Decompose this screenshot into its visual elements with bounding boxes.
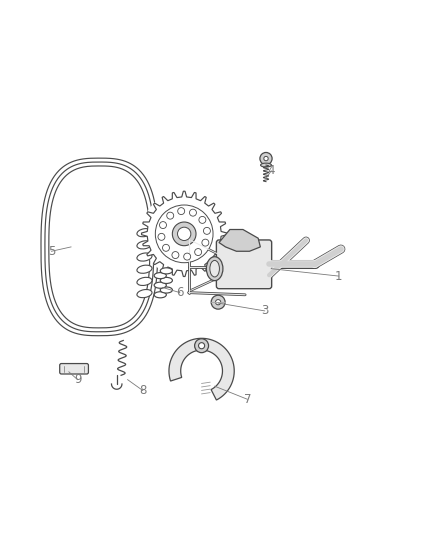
- Circle shape: [211, 295, 225, 309]
- Circle shape: [167, 212, 174, 219]
- Circle shape: [202, 239, 209, 246]
- Circle shape: [141, 191, 227, 277]
- FancyBboxPatch shape: [216, 240, 272, 289]
- Circle shape: [159, 222, 166, 229]
- Circle shape: [215, 300, 221, 305]
- Text: 6: 6: [176, 286, 184, 299]
- Text: 3: 3: [261, 304, 268, 317]
- Ellipse shape: [137, 277, 152, 286]
- Ellipse shape: [154, 282, 166, 288]
- Ellipse shape: [210, 261, 219, 277]
- Circle shape: [260, 152, 272, 165]
- Circle shape: [155, 205, 213, 263]
- Circle shape: [194, 248, 201, 255]
- Ellipse shape: [137, 241, 152, 249]
- Ellipse shape: [137, 289, 152, 297]
- Text: 8: 8: [139, 384, 147, 397]
- Circle shape: [264, 156, 268, 161]
- Text: 1: 1: [335, 270, 343, 282]
- Circle shape: [158, 233, 165, 240]
- Polygon shape: [169, 338, 234, 400]
- Text: 9: 9: [74, 373, 81, 386]
- Text: 4: 4: [268, 164, 275, 177]
- Circle shape: [178, 208, 185, 215]
- Circle shape: [184, 253, 191, 260]
- Ellipse shape: [160, 277, 173, 284]
- Ellipse shape: [154, 292, 166, 298]
- Polygon shape: [219, 230, 260, 251]
- Text: 5: 5: [48, 245, 55, 258]
- Circle shape: [172, 252, 179, 259]
- Circle shape: [190, 209, 196, 216]
- Ellipse shape: [137, 265, 152, 273]
- Ellipse shape: [154, 272, 166, 279]
- Circle shape: [177, 227, 191, 240]
- Ellipse shape: [261, 163, 272, 167]
- Ellipse shape: [160, 287, 173, 293]
- Circle shape: [172, 222, 196, 246]
- FancyBboxPatch shape: [60, 364, 88, 374]
- Polygon shape: [141, 191, 227, 277]
- Ellipse shape: [137, 253, 152, 261]
- Circle shape: [194, 339, 208, 353]
- Ellipse shape: [160, 268, 173, 274]
- Circle shape: [162, 244, 170, 251]
- Circle shape: [198, 343, 205, 349]
- Ellipse shape: [137, 229, 152, 237]
- Circle shape: [199, 216, 206, 223]
- Text: 7: 7: [244, 393, 251, 406]
- Circle shape: [203, 228, 210, 235]
- Ellipse shape: [206, 257, 223, 281]
